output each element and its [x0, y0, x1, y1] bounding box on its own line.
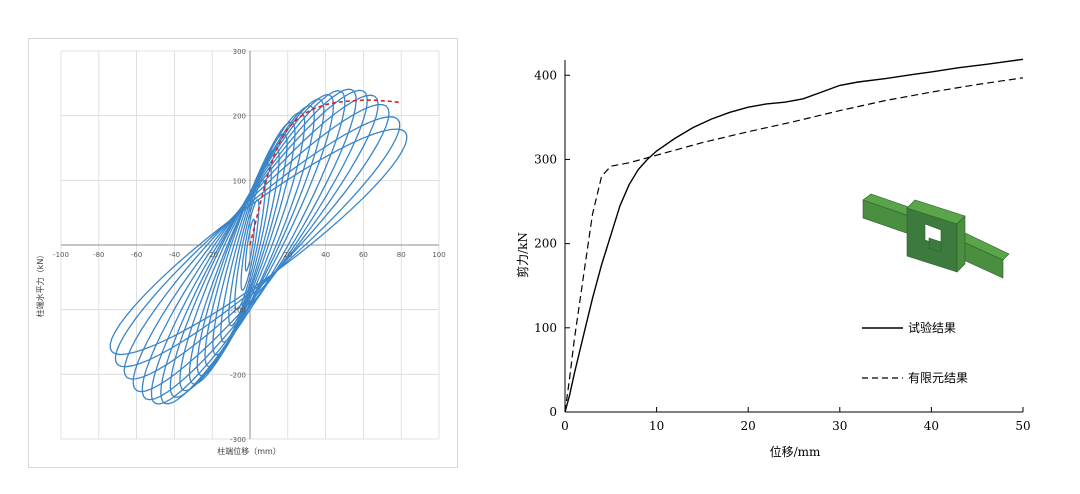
- hysteresis-loop: [150, 88, 357, 405]
- hysteresis-chart: -100 -80 -60 -40 -20 20 40 60 80 100 -300 -200 -100 1…: [35, 48, 446, 456]
- hysteresis-y-tick-label: 200: [233, 113, 246, 121]
- hysteresis-loop: [240, 199, 260, 292]
- hysteresis-loop: [132, 94, 379, 393]
- hysteresis-x-axis-label: 柱端位移（mm）: [217, 446, 281, 456]
- hysteresis-tick-labels: -100 -80 -60 -40 -20 20 40 60 80 100 -300 -200 -100 1…: [53, 48, 446, 444]
- legend-label-fe: 有限元结果: [908, 371, 968, 385]
- shear-x-tick-label: 30: [832, 419, 847, 433]
- fe-model-inset-image: [862, 193, 1010, 279]
- hysteresis-loop: [123, 103, 390, 380]
- shear-x-tick-label: 40: [924, 419, 939, 433]
- shear-y-tick-label: 300: [534, 152, 557, 166]
- hysteresis-loop: [244, 218, 256, 272]
- fe-result-line: [564, 77, 1024, 413]
- shear-x-tick-label: 10: [649, 419, 664, 433]
- shear-x-axis-label: 位移/mm: [770, 444, 821, 459]
- shear-tick-labels: 0 10 20 30 40 50 0 100 200 300 400: [534, 68, 1031, 433]
- legend-label-test: 试验结果: [908, 320, 956, 335]
- shear-displacement-chart: 0 10 20 30 40 50 0 100 200 300 400 试验结果 有限元结果 位移/m…: [515, 58, 1031, 459]
- hysteresis-x-tick-label: -60: [131, 251, 142, 259]
- shear-x-tick-label: 50: [1015, 419, 1030, 433]
- inset-column-side: [956, 215, 966, 273]
- hysteresis-x-tick-label: -80: [93, 251, 104, 259]
- hysteresis-x-tick-label: 80: [397, 251, 406, 259]
- shear-y-tick-label: 400: [534, 68, 557, 82]
- shear-y-tick-label: 100: [534, 321, 557, 335]
- hysteresis-x-tick-label: -40: [169, 251, 180, 259]
- hysteresis-y-axis-label: 柱端水平力（kN）: [35, 251, 45, 318]
- hysteresis-envelope: [249, 99, 402, 246]
- hysteresis-x-tick-label: -100: [53, 251, 69, 259]
- shear-x-tick-label: 20: [741, 419, 756, 433]
- hysteresis-loop: [196, 111, 306, 377]
- hysteresis-loops: [109, 88, 408, 405]
- inset-opening-inner: [928, 237, 942, 253]
- shear-y-tick-label: 200: [534, 237, 557, 251]
- hysteresis-loop: [109, 128, 408, 356]
- hysteresis-y-tick-label: -200: [230, 371, 246, 379]
- test-result-line: [564, 58, 1024, 413]
- hysteresis-y-tick-label: 100: [233, 177, 246, 185]
- shear-x-tick-label: 0: [561, 419, 569, 433]
- hysteresis-x-tick-label: -20: [206, 251, 217, 259]
- shear-legend: 试验结果 有限元结果: [862, 320, 968, 385]
- hysteresis-y-tick-label: 300: [233, 48, 246, 56]
- hysteresis-x-tick-label: 60: [359, 251, 368, 259]
- left-chart-panel: -100 -80 -60 -40 -20 20 40 60 80 100 -300 -200 -100 1…: [28, 38, 458, 468]
- shear-y-axis-label: 剪力/kN: [515, 232, 530, 278]
- hysteresis-loop: [114, 116, 401, 368]
- hysteresis-x-tick-label: 40: [321, 251, 330, 259]
- shear-series: [564, 58, 1024, 413]
- hysteresis-loop: [179, 98, 325, 392]
- hysteresis-y-tick-label: -300: [230, 436, 246, 444]
- hysteresis-y-tick-label: -100: [230, 307, 246, 315]
- hysteresis-x-tick-label: 100: [432, 251, 445, 259]
- skeleton-curve: [249, 99, 402, 246]
- hysteresis-loop: [141, 89, 368, 401]
- hysteresis-loop: [160, 90, 346, 405]
- shear-y-tick-label: 0: [549, 405, 557, 419]
- hysteresis-x-tick-label: 20: [283, 251, 292, 259]
